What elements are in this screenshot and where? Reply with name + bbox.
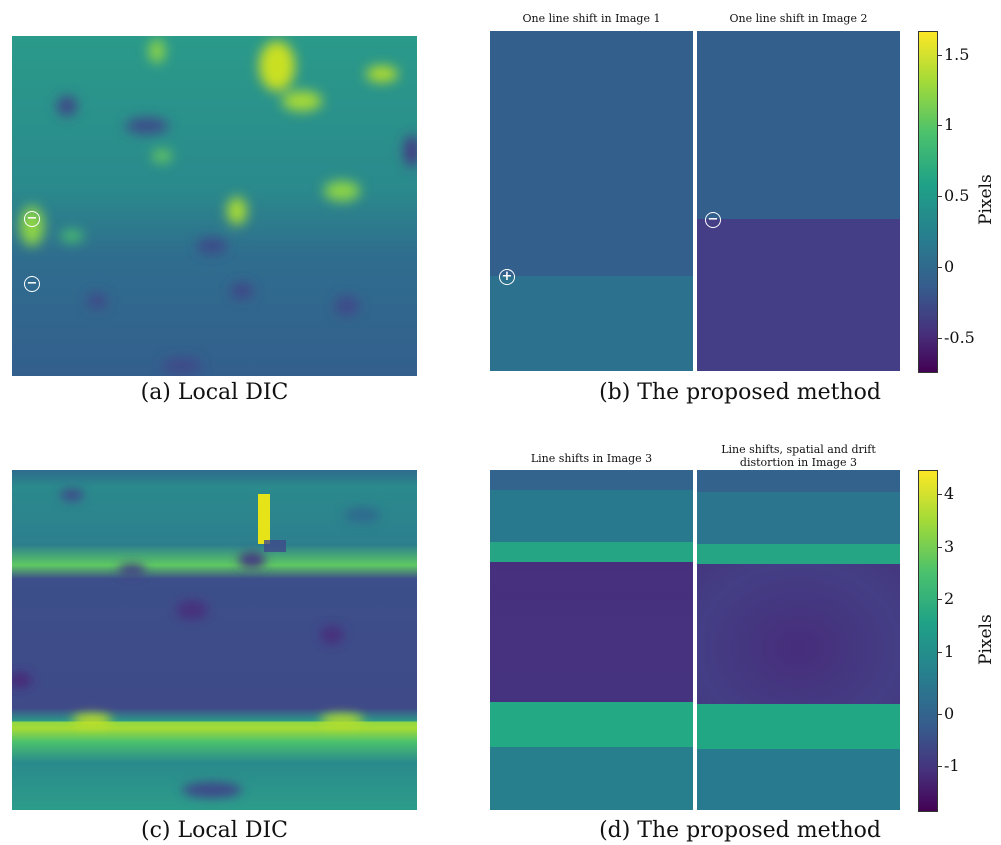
colorbar-bottom: [918, 470, 938, 812]
colorbar-bottom-tick: 4: [944, 484, 955, 503]
band-1: [697, 492, 900, 544]
minus-marker-b: −: [705, 212, 721, 228]
colorbar-bottom-tick: 0: [944, 704, 955, 723]
colorbar-top-tick: 1.5: [944, 45, 970, 64]
tickmark: [937, 55, 942, 56]
colorbar-top-tick: -0.5: [944, 328, 975, 347]
tickmark: [937, 196, 942, 197]
panel-b-right-heatmap: −: [697, 31, 900, 371]
subtitle-b-right: One line shift in Image 2: [729, 12, 868, 25]
band-4: [697, 704, 900, 749]
tickmark: [937, 652, 942, 653]
region-shift-up: [490, 276, 693, 371]
subtitle-d-right-line2: distortion in Image 3: [739, 456, 858, 469]
tickmark: [937, 766, 942, 767]
heatmap-a: [12, 36, 417, 376]
band-4: [490, 702, 693, 747]
tickmark: [937, 494, 942, 495]
colorbar-top: [918, 31, 938, 373]
panel-d-left-heatmap: [490, 470, 693, 810]
region-shift-down: [697, 219, 900, 371]
caption-c: (c) Local DIC: [141, 818, 288, 843]
colorbar-bottom-tick: -1: [944, 756, 960, 775]
caption-b: (b) The proposed method: [599, 380, 881, 405]
minus-marker-lower: −: [24, 276, 40, 292]
band-3: [697, 564, 900, 704]
subtitle-d-right-line1: Line shifts, spatial and drift: [721, 443, 876, 456]
panel-a-local-dic-heatmap: − −: [12, 36, 417, 376]
caption-a: (a) Local DIC: [140, 380, 289, 405]
colorbar-top-tick: 0.5: [944, 186, 970, 205]
caption-d: (d) The proposed method: [599, 818, 881, 843]
panel-c-local-dic-heatmap: [12, 470, 417, 810]
panel-b-left-heatmap: +: [490, 31, 693, 371]
plus-marker: +: [499, 269, 515, 285]
minus-marker-upper: −: [24, 211, 40, 227]
colorbar-top-label: Pixels: [976, 174, 996, 225]
tickmark: [937, 267, 942, 268]
tickmark: [937, 547, 942, 548]
band-5: [490, 747, 693, 810]
heatmap-c: [12, 470, 417, 810]
colorbar-top-tick: 1: [944, 115, 955, 134]
colorbar-bottom-tick: 1: [944, 642, 955, 661]
tickmark: [937, 714, 942, 715]
tickmark: [937, 599, 942, 600]
tickmark: [937, 338, 942, 339]
colorbar-top-tick: 0: [944, 257, 955, 276]
band-1: [490, 490, 693, 542]
colorbar-bottom-tick: 3: [944, 537, 955, 556]
colorbar-bottom-label: Pixels: [976, 614, 996, 665]
band-0: [490, 470, 693, 490]
subtitle-d-left: Line shifts in Image 3: [530, 452, 653, 465]
band-2: [490, 542, 693, 562]
tickmark: [937, 125, 942, 126]
colorbar-bottom-tick: 2: [944, 589, 955, 608]
band-2: [697, 544, 900, 564]
band-5: [697, 749, 900, 810]
band-0: [697, 470, 900, 492]
subtitle-b-left: One line shift in Image 1: [522, 12, 661, 25]
band-3: [490, 562, 693, 702]
panel-d-right-heatmap: [697, 470, 900, 810]
